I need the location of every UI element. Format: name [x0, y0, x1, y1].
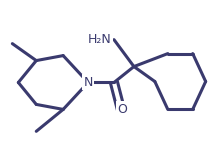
Text: N: N [83, 76, 93, 89]
Text: O: O [117, 103, 127, 116]
Text: H₂N: H₂N [88, 33, 112, 46]
